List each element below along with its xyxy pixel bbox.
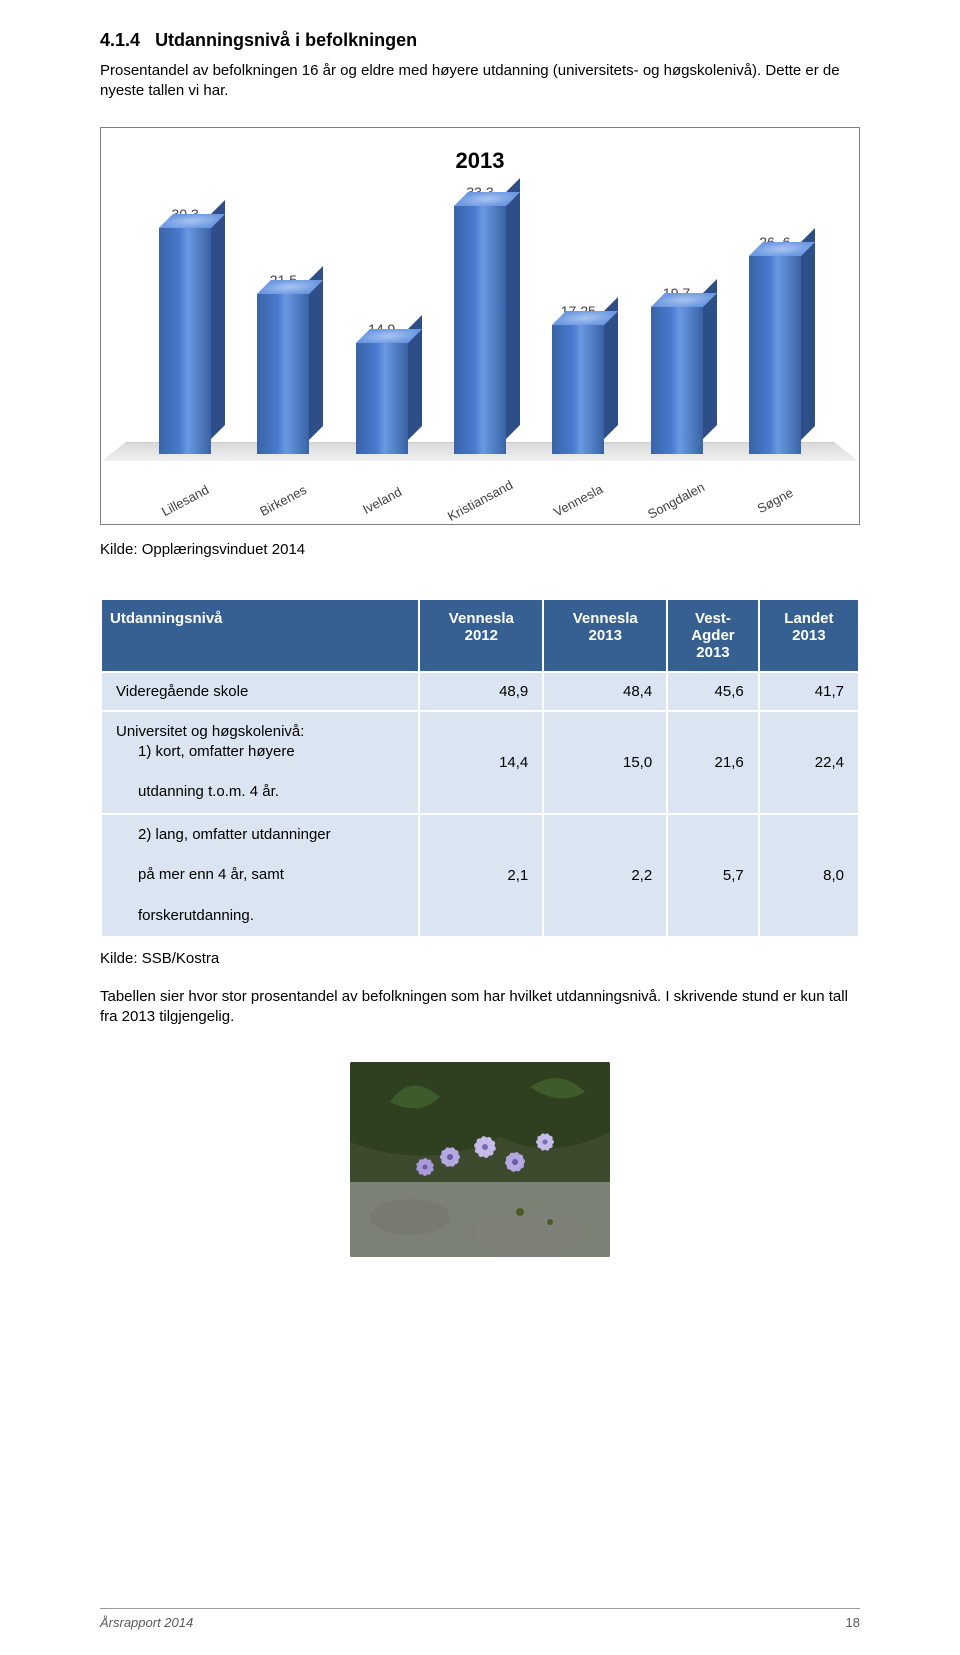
bar xyxy=(257,294,309,454)
table-row-label: Universitet og høgskolenivå:1) kort, omf… xyxy=(101,711,419,814)
bar-group: 19,7 xyxy=(627,285,725,453)
bar xyxy=(356,343,408,454)
table-cell: 48,4 xyxy=(543,672,667,711)
bar-category-label: Iveland xyxy=(335,470,429,529)
bar xyxy=(552,325,604,453)
table-header-cell: Vest-Agder2013 xyxy=(667,599,759,672)
table-row: Universitet og høgskolenivå:1) kort, omf… xyxy=(101,711,859,814)
table-cell: 45,6 xyxy=(667,672,759,711)
table-cell: 14,4 xyxy=(419,711,543,814)
bar-group: 21,5 xyxy=(234,272,332,454)
table-row-label: 2) lang, omfatter utdanningerpå mer enn … xyxy=(101,814,419,937)
table-row-label: Videregående skole xyxy=(101,672,419,711)
table-header-cell: Vennesla2013 xyxy=(543,599,667,672)
table-header-cell: Landet2013 xyxy=(759,599,859,672)
chart-source: Kilde: Opplæringsvinduet 2014 xyxy=(100,541,860,558)
section-number: 4.1.4 xyxy=(100,30,140,50)
intro-paragraph: Prosentandel av befolkningen 16 år og el… xyxy=(100,61,860,102)
bar-category-label: Birkenes xyxy=(237,470,331,529)
bar xyxy=(749,256,801,454)
bar xyxy=(159,228,211,453)
body-paragraph: Tabellen sier hvor stor prosentandel av … xyxy=(100,987,860,1028)
footer-left: Årsrapport 2014 xyxy=(100,1615,193,1630)
table-cell: 21,6 xyxy=(667,711,759,814)
bar-group: 33,3 xyxy=(431,184,529,453)
bar-category-label: Søgne xyxy=(728,470,822,529)
bar-group: 30,3 xyxy=(136,206,234,453)
bar-group: 17,25 xyxy=(529,303,627,453)
table-source: Kilde: SSB/Kostra xyxy=(100,950,860,967)
table-header-cell: Vennesla2012 xyxy=(419,599,543,672)
table-cell: 5,7 xyxy=(667,814,759,937)
bar-group: 26,,6 xyxy=(726,234,824,454)
table-row: Videregående skole48,948,445,641,7 xyxy=(101,672,859,711)
page-footer: Årsrapport 2014 18 xyxy=(100,1608,860,1630)
table-cell: 2,1 xyxy=(419,814,543,937)
bar-category-label: Lillesand xyxy=(138,470,232,529)
bar xyxy=(651,307,703,453)
section-heading: 4.1.4 Utdanningsnivå i befolkningen xyxy=(100,30,860,51)
bar-chart-2013: 2013 30,321,514,933,317,2519,726,,6 Lill… xyxy=(100,127,860,525)
footer-page-number: 18 xyxy=(846,1615,860,1630)
table-cell: 15,0 xyxy=(543,711,667,814)
table-cell: 8,0 xyxy=(759,814,859,937)
bar-category-label: Vennesla xyxy=(531,470,625,529)
chart-title: 2013 xyxy=(126,148,834,174)
table-cell: 22,4 xyxy=(759,711,859,814)
table-cell: 2,2 xyxy=(543,814,667,937)
bar-category-label: Songdalen xyxy=(630,470,724,529)
table-cell: 41,7 xyxy=(759,672,859,711)
chart-area: 30,321,514,933,317,2519,726,,6 Lillesand… xyxy=(126,194,834,494)
table-header-cell: Utdanningsnivå xyxy=(101,599,419,672)
bar-group: 14,9 xyxy=(333,321,431,454)
bar-category-label: Kristiansand xyxy=(433,470,527,529)
table-cell: 48,9 xyxy=(419,672,543,711)
table-row: 2) lang, omfatter utdanningerpå mer enn … xyxy=(101,814,859,937)
education-table: UtdanningsnivåVennesla2012Vennesla2013Ve… xyxy=(100,598,860,938)
section-title: Utdanningsnivå i befolkningen xyxy=(155,30,417,50)
bar xyxy=(454,206,506,453)
decorative-photo xyxy=(350,1062,610,1257)
